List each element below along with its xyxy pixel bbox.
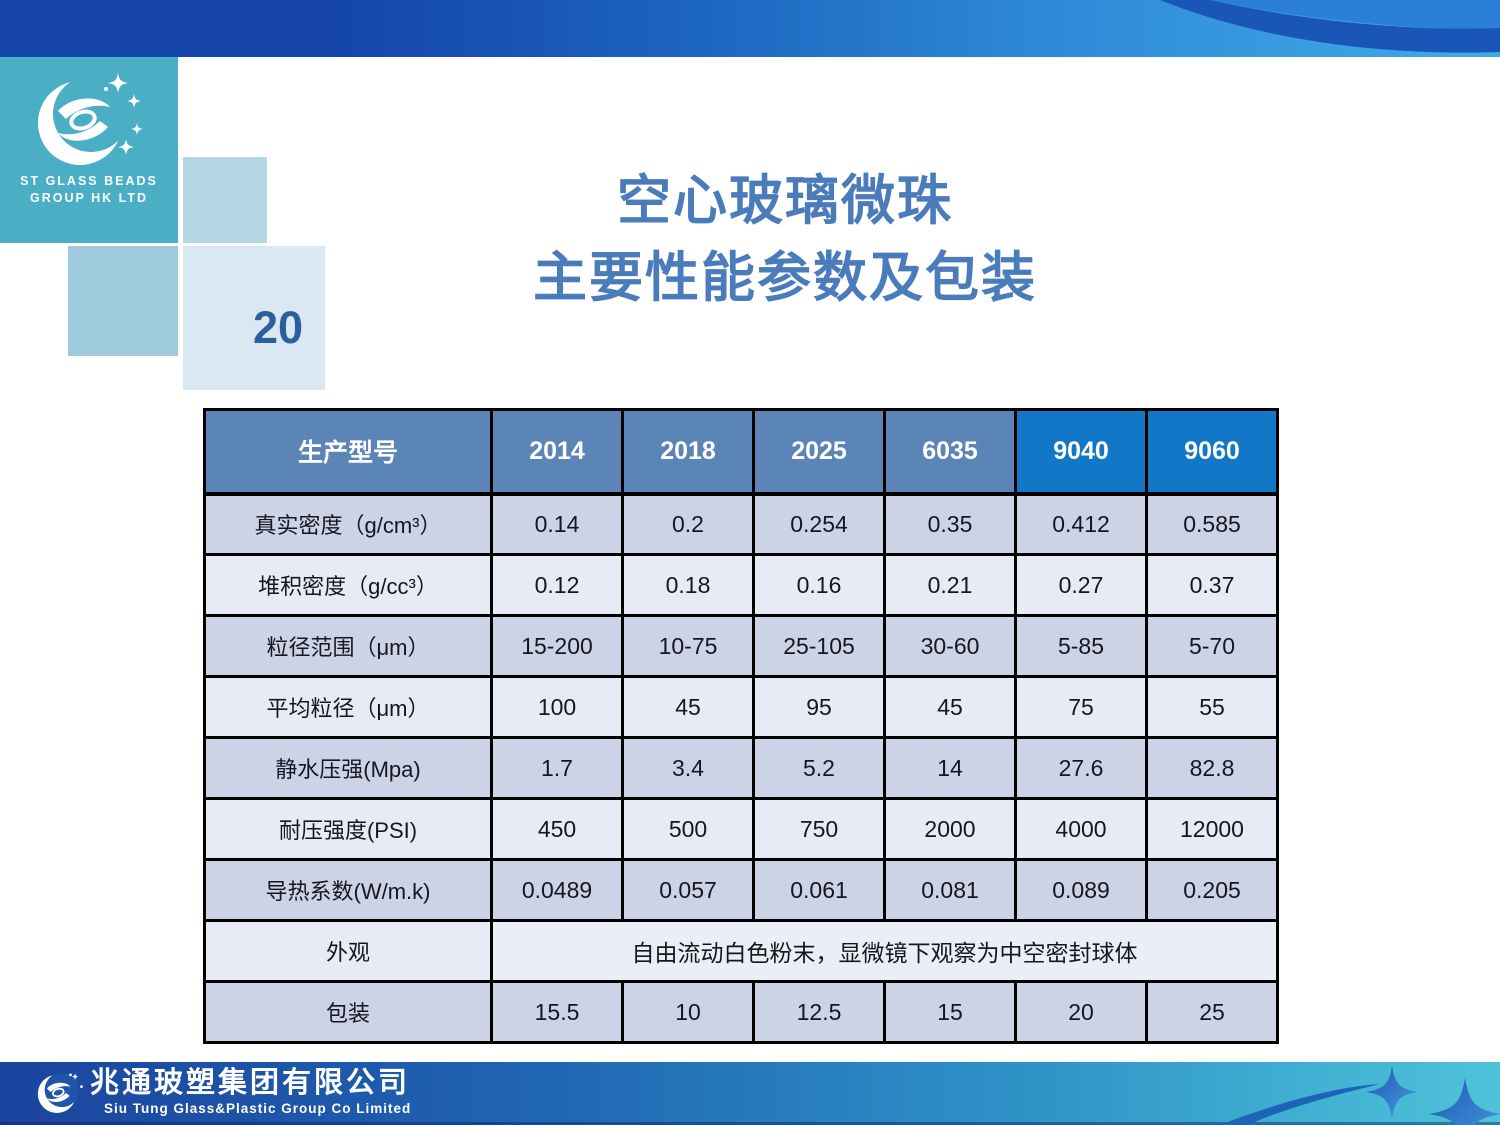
row-label: 真实密度（g/cm³） [203, 492, 493, 556]
value-cell: 0.089 [1014, 858, 1148, 922]
value-cell: 82.8 [1145, 736, 1279, 800]
value-cell: 45 [621, 675, 755, 739]
value-cell: 2000 [883, 797, 1017, 861]
value-cell: 75 [1014, 675, 1148, 739]
value-cell: 95 [752, 675, 886, 739]
star-sparkles-icon [1220, 1066, 1500, 1125]
value-cell: 14 [883, 736, 1017, 800]
value-cell: 500 [621, 797, 755, 861]
value-cell: 5-70 [1145, 614, 1279, 678]
table-row: 平均粒径（μm） 100 45 95 45 75 55 [203, 675, 1279, 739]
value-cell: 12000 [1145, 797, 1279, 861]
row-label: 外观 [203, 919, 493, 983]
row-label: 平均粒径（μm） [203, 675, 493, 739]
value-cell: 10-75 [621, 614, 755, 678]
value-cell: 12.5 [752, 980, 886, 1044]
value-cell: 10 [621, 980, 755, 1044]
row-label: 堆积密度（g/cc³） [203, 553, 493, 617]
model-header-9060: 9060 [1145, 408, 1279, 496]
value-cell: 25-105 [752, 614, 886, 678]
value-cell: 1.7 [490, 736, 624, 800]
value-cell: 5.2 [752, 736, 886, 800]
footer-band: 兆通玻塑集团有限公司 Siu Tung Glass&Plastic Group … [0, 1062, 1500, 1125]
title-line-1: 空心玻璃微珠 [617, 171, 953, 231]
top-decoration-band [0, 0, 1500, 57]
value-cell: 750 [752, 797, 886, 861]
corner-header: 生产型号 [203, 408, 493, 496]
model-header-6035: 6035 [883, 408, 1017, 496]
table-row: 耐压强度(PSI) 450 500 750 2000 4000 12000 [203, 797, 1279, 861]
value-cell: 0.14 [490, 492, 624, 556]
value-cell: 15 [883, 980, 1017, 1044]
value-cell: 0.37 [1145, 553, 1279, 617]
top-swoosh-icon [1160, 0, 1500, 53]
model-header-2018: 2018 [621, 408, 755, 496]
row-label: 耐压强度(PSI) [203, 797, 493, 861]
value-cell: 0.18 [621, 553, 755, 617]
logo-text-line1: ST GLASS BEADS [20, 174, 158, 188]
spec-table-body: 真实密度（g/cm³） 0.14 0.2 0.254 0.35 0.412 0.585 堆积密… [203, 492, 1279, 1044]
value-cell: 45 [883, 675, 1017, 739]
value-cell: 0.585 [1145, 492, 1279, 556]
table-row: 外观 自由流动白色粉末，显微镜下观察为中空密封球体 [203, 919, 1279, 983]
row-label: 包装 [203, 980, 493, 1044]
value-cell: 15-200 [490, 614, 624, 678]
value-cell: 0.412 [1014, 492, 1148, 556]
table-row: 静水压强(Mpa) 1.7 3.4 5.2 14 27.6 82.8 [203, 736, 1279, 800]
model-header-2025: 2025 [752, 408, 886, 496]
page-number: 20 [252, 302, 303, 353]
value-cell: 15.5 [490, 980, 624, 1044]
row-label: 静水压强(Mpa) [203, 736, 493, 800]
value-cell: 0.2 [621, 492, 755, 556]
company-logo: ST GLASS BEADS GROUP HK LTD [0, 57, 178, 243]
row-label: 粒径范围（μm） [203, 614, 493, 678]
decor-square-light [183, 157, 267, 243]
spec-table: 生产型号 2014 2018 2025 6035 9040 9060 真实密度（g/cm³… [203, 408, 1279, 1044]
value-cell: 27.6 [1014, 736, 1148, 800]
table-row: 粒径范围（μm） 15-200 10-75 25-105 30-60 5-85 5-70 [203, 614, 1279, 678]
header-row: 生产型号 2014 2018 2025 6035 9040 9060 [203, 408, 1279, 496]
value-cell: 4000 [1014, 797, 1148, 861]
logo-text-line2: GROUP HK LTD [30, 191, 148, 205]
footer-company-name: 兆通玻塑集团有限公司 Siu Tung Glass&Plastic Group … [90, 1066, 411, 1118]
value-cell: 3.4 [621, 736, 755, 800]
row-label: 导热系数(W/m.k) [203, 858, 493, 922]
value-cell: 25 [1145, 980, 1279, 1044]
value-cell: 0.27 [1014, 553, 1148, 617]
value-cell: 30-60 [883, 614, 1017, 678]
value-cell: 0.21 [883, 553, 1017, 617]
footer-company-name-en: Siu Tung Glass&Plastic Group Co Limited [104, 1101, 412, 1116]
table-row: 堆积密度（g/cc³） 0.12 0.18 0.16 0.21 0.27 0.37 [203, 553, 1279, 617]
value-cell: 0.205 [1145, 858, 1279, 922]
decor-square-medium [68, 246, 178, 356]
value-cell: 0.057 [621, 858, 755, 922]
title-line-2: 主要性能参数及包装 [533, 248, 1037, 308]
value-cell: 0.081 [883, 858, 1017, 922]
value-cell: 100 [490, 675, 624, 739]
merged-value-cell: 自由流动白色粉末，显微镜下观察为中空密封球体 [490, 919, 1279, 983]
value-cell: 450 [490, 797, 624, 861]
footer-crescent-logo-icon [37, 1072, 83, 1113]
value-cell: 5-85 [1014, 614, 1148, 678]
value-cell: 20 [1014, 980, 1148, 1044]
crescent-logo-icon [38, 73, 143, 165]
table-row: 真实密度（g/cm³） 0.14 0.2 0.254 0.35 0.412 0.585 [203, 492, 1279, 556]
value-cell: 55 [1145, 675, 1279, 739]
footer-company-name-cn: 兆通玻塑集团有限公司 [90, 1067, 411, 1099]
table-row: 导热系数(W/m.k) 0.0489 0.057 0.061 0.081 0.089 0.2… [203, 858, 1279, 922]
page-number-square: 20 [183, 246, 325, 390]
value-cell: 0.35 [883, 492, 1017, 556]
slide-title: 空心玻璃微珠 主要性能参数及包装 [390, 163, 1180, 317]
value-cell: 0.254 [752, 492, 886, 556]
table-row: 包装 15.5 10 12.5 15 20 25 [203, 980, 1279, 1044]
value-cell: 0.061 [752, 858, 886, 922]
value-cell: 0.16 [752, 553, 886, 617]
value-cell: 0.12 [490, 553, 624, 617]
model-header-9040: 9040 [1014, 408, 1148, 496]
model-header-2014: 2014 [490, 408, 624, 496]
value-cell: 0.0489 [490, 858, 624, 922]
